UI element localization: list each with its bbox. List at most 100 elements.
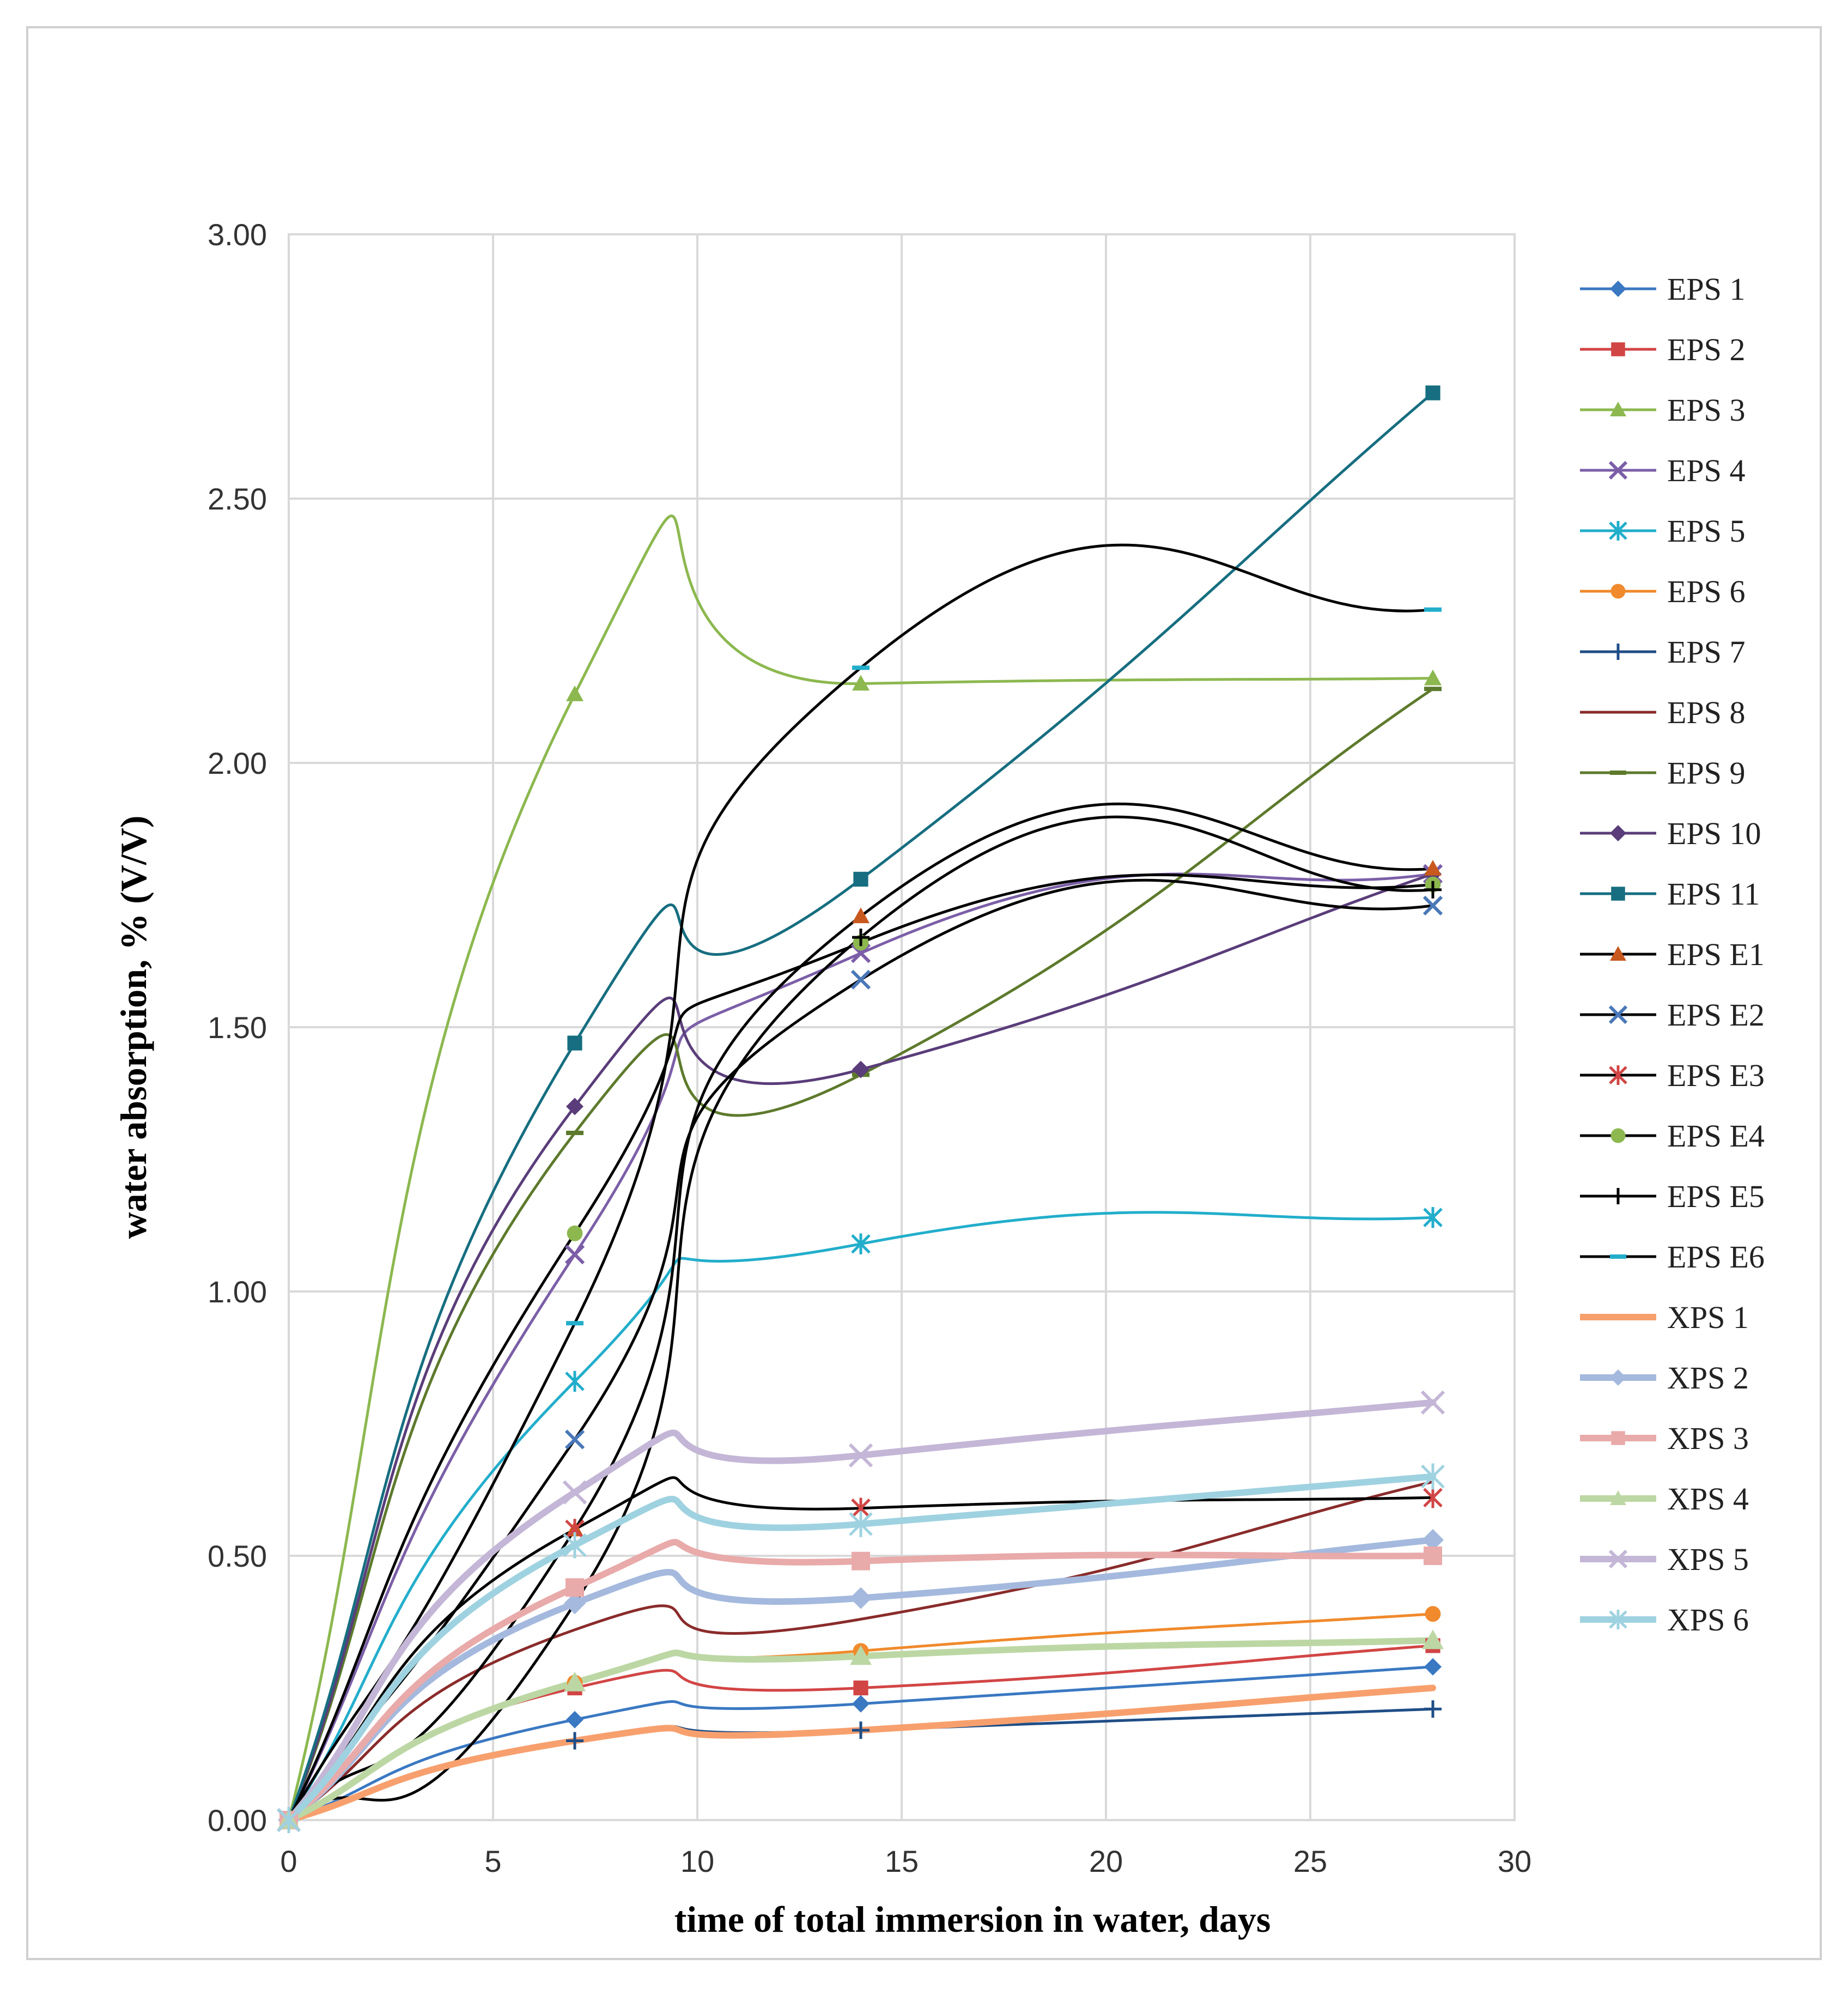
plot-area-frame [288, 233, 1516, 1821]
data-point-xps-3 [566, 1578, 584, 1597]
legend-item-xps-4: XPS 4 [1580, 1481, 1749, 1517]
data-point-eps-11 [567, 1035, 582, 1051]
legend-item-eps-10: EPS 10 [1580, 816, 1761, 851]
legend-marker [1610, 1188, 1626, 1204]
data-point-xps-6 [563, 1532, 587, 1559]
data-point-xps-2 [850, 1587, 872, 1609]
series-line-eps-e5 [287, 815, 1434, 1822]
data-point-eps-6 [1425, 1606, 1441, 1622]
legend-item-xps-6: XPS 6 [1580, 1602, 1749, 1638]
legend-marker [1610, 584, 1626, 599]
legend-item-eps-7: EPS 7 [1580, 634, 1745, 670]
legend-label: XPS 3 [1667, 1421, 1749, 1456]
legend-label: EPS 11 [1667, 876, 1760, 912]
legend-item-eps-11: EPS 11 [1580, 876, 1760, 912]
legend-marker [1610, 1128, 1626, 1143]
legend-label: EPS 10 [1667, 816, 1761, 851]
legend-marker [1611, 1431, 1625, 1445]
series-line-eps-11 [287, 391, 1434, 1822]
legend-marker [1609, 1065, 1627, 1085]
legend-label: EPS 5 [1667, 513, 1745, 549]
data-point-xps-3 [852, 1551, 870, 1570]
x-axis-ticks: 0 5 10 15 20 25 30 [280, 1844, 1531, 1878]
legend-marker [1610, 825, 1626, 841]
data-point-eps-10 [852, 1060, 870, 1078]
data-point-eps-e2 [564, 1429, 585, 1450]
legend-label: EPS 9 [1667, 755, 1745, 791]
legend-label: XPS 6 [1667, 1602, 1749, 1638]
data-point-eps-2 [853, 1680, 868, 1696]
x-tick-label: 10 [680, 1844, 714, 1878]
y-tick-label: 2.00 [208, 746, 267, 780]
data-point-xps-4 [1422, 1629, 1444, 1650]
series-line-eps-e4 [287, 873, 1434, 1822]
data-point-xps-4 [850, 1645, 872, 1665]
legend-marker [1610, 281, 1626, 297]
legend-marker [1610, 1490, 1626, 1505]
legend-label: EPS 8 [1667, 695, 1745, 730]
data-point-xps-2 [564, 1592, 586, 1615]
data-point-eps-7 [1424, 1700, 1442, 1718]
data-point-eps-3 [1424, 669, 1442, 686]
data-point-eps-4 [564, 1244, 585, 1265]
legend-label: XPS 1 [1667, 1300, 1749, 1335]
x-tick-label: 0 [280, 1844, 297, 1878]
data-point-eps-e4 [567, 1225, 583, 1241]
legend-marker [1610, 1254, 1626, 1259]
legend-item-eps-6: EPS 6 [1580, 574, 1745, 609]
data-point-eps-1 [852, 1695, 870, 1713]
data-point-eps-5 [1423, 1207, 1443, 1228]
data-point-eps-9 [1424, 687, 1442, 692]
legend-item-eps-e3: EPS E3 [1580, 1058, 1765, 1093]
x-axis-title: time of total immersion in water, days [674, 1899, 1271, 1940]
data-point-eps-e6 [852, 665, 870, 670]
data-point-xps-6 [849, 1511, 873, 1537]
data-point-eps-11 [1425, 385, 1440, 401]
series-markers [276, 385, 1445, 1833]
legend-item-eps-5: EPS 5 [1580, 513, 1745, 549]
legend-label: XPS 4 [1667, 1481, 1749, 1517]
series-line-xps-4 [285, 1637, 1436, 1823]
data-point-xps-5 [562, 1480, 587, 1505]
legend-label: EPS E3 [1667, 1058, 1765, 1093]
data-point-eps-1 [566, 1711, 583, 1729]
legend-marker [1610, 1369, 1626, 1386]
legend: EPS 1 EPS 2 EPS 3 EPS 4 EPS 5 EPS 6 EPS 7 EPS 8… [1580, 271, 1765, 1638]
legend-item-eps-9: EPS 9 [1580, 755, 1745, 791]
x-tick-label: 15 [885, 1844, 919, 1878]
x-tick-label: 5 [484, 1844, 501, 1878]
data-point-eps-e1 [1424, 860, 1442, 876]
y-tick-label: 2.50 [208, 482, 267, 516]
y-tick-label: 0.00 [208, 1803, 267, 1838]
legend-label: EPS 3 [1667, 392, 1745, 428]
legend-label: XPS 2 [1667, 1360, 1749, 1396]
legend-item-eps-2: EPS 2 [1580, 332, 1745, 367]
data-point-eps-e1 [852, 907, 870, 924]
y-tick-label: 1.50 [208, 1010, 267, 1045]
legend-label: EPS E1 [1667, 937, 1765, 972]
x-tick-label: 25 [1293, 1844, 1327, 1878]
data-point-eps-1 [1424, 1658, 1442, 1676]
legend-label: XPS 5 [1667, 1542, 1749, 1577]
legend-item-eps-3: EPS 3 [1580, 392, 1745, 428]
data-point-xps-6 [1421, 1463, 1445, 1490]
data-point-xps-3 [1424, 1547, 1442, 1565]
legend-marker [1609, 521, 1627, 541]
legend-item-eps-1: EPS 1 [1580, 271, 1745, 307]
figure-border [26, 26, 1822, 1960]
data-point-eps-7 [852, 1721, 870, 1739]
data-point-eps-e5 [852, 929, 870, 947]
series-line-eps-3 [287, 514, 1434, 1822]
legend-marker [1608, 1005, 1628, 1024]
legend-label: EPS 6 [1667, 574, 1745, 609]
y-tick-label: 3.00 [208, 217, 267, 252]
data-point-eps-10 [566, 1097, 583, 1115]
legend-item-xps-1: XPS 1 [1580, 1300, 1749, 1335]
y-tick-label: 0.50 [208, 1539, 267, 1573]
data-point-eps-e2 [1423, 895, 1443, 916]
legend-marker [1610, 644, 1626, 660]
series-line-xps-3 [285, 1539, 1436, 1823]
legend-label: EPS E2 [1667, 997, 1765, 1033]
data-point-eps-3 [566, 685, 583, 701]
